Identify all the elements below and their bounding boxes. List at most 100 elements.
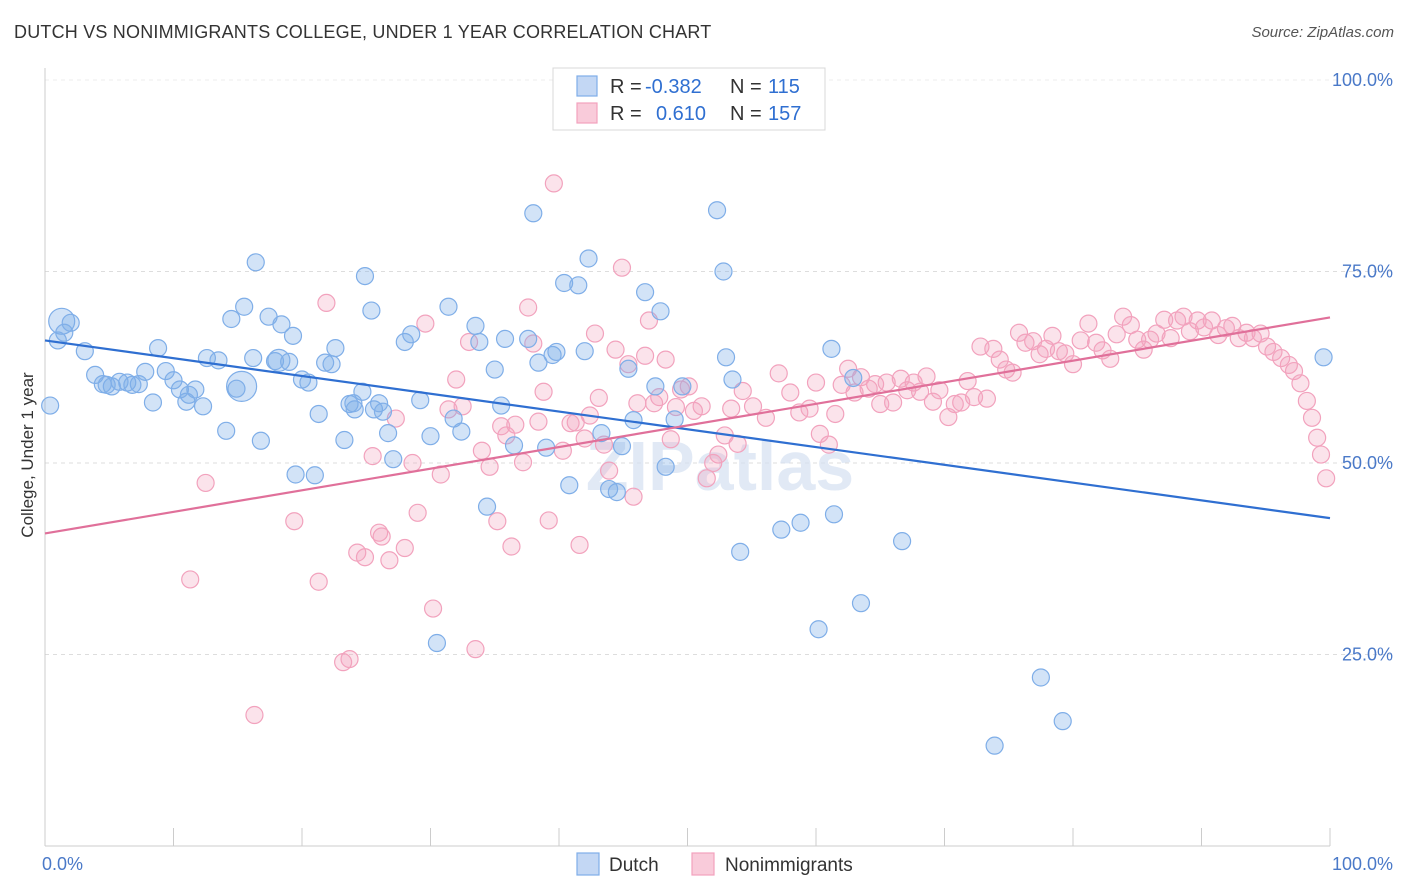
dutch-point: [61, 313, 80, 332]
dutch-point: [136, 362, 155, 381]
dutch-point: [519, 329, 538, 349]
dutch-point: [809, 620, 828, 639]
nonimmigrants-point: [930, 381, 949, 400]
dutch-point: [427, 633, 447, 653]
dutch-point: [579, 249, 598, 268]
nonimmigrants-point: [1188, 311, 1207, 330]
y-tick-label: 100.0%: [1332, 70, 1393, 90]
nonimmigrants-point: [859, 379, 878, 398]
dutch-point: [470, 332, 489, 352]
nonimmigrants-point: [459, 332, 479, 352]
nonimmigrants-point: [340, 649, 359, 669]
dutch-trend-line: [44, 339, 1331, 520]
legend-r-label: R =: [610, 103, 642, 125]
dutch-point: [272, 315, 291, 334]
nonimmigrants-point: [1071, 331, 1090, 350]
nonimmigrants-point: [1161, 329, 1180, 348]
nonimmigrants-point: [529, 412, 548, 431]
nonimmigrants-point: [619, 355, 638, 374]
nonimmigrants-point: [355, 548, 375, 567]
dutch-point: [280, 352, 299, 371]
dutch-point: [235, 297, 254, 316]
legend-swatch-nonimmigrants: [576, 102, 598, 124]
dutch-point: [656, 457, 675, 476]
nonimmigrants-point: [866, 375, 885, 394]
nonimmigrants-point: [722, 399, 741, 418]
dutch-point: [651, 302, 670, 321]
dutch-point: [222, 309, 241, 329]
y-tick-label: 25.0%: [1342, 645, 1393, 665]
dutch-point: [714, 262, 733, 281]
dutch-point: [179, 385, 199, 404]
dutch-point: [384, 450, 403, 469]
nonimmigrants-point: [661, 430, 680, 449]
nonimmigrants-point: [519, 298, 538, 317]
dutch-point: [345, 400, 364, 419]
nonimmigrants-point: [408, 503, 427, 522]
dutch-point: [731, 542, 750, 561]
dutch-point: [123, 375, 142, 394]
nonimmigrants-point: [781, 383, 800, 402]
dutch-point: [569, 276, 588, 295]
dutch-point: [326, 339, 345, 358]
nonimmigrants-point: [1308, 428, 1327, 447]
dutch-point: [635, 283, 655, 302]
dutch-point: [707, 201, 727, 220]
nonimmigrants-point: [570, 535, 589, 555]
nonimmigrants-point: [692, 397, 711, 416]
nonimmigrants-point: [181, 570, 200, 589]
dutch-point: [143, 393, 163, 412]
nonimmigrants-point: [492, 417, 511, 436]
dutch-point: [646, 377, 665, 396]
dutch-point: [402, 325, 421, 344]
nonimmigrants-point: [1016, 333, 1035, 352]
y-axis-label: College, Under 1 year: [18, 372, 37, 538]
nonimmigrants-point: [697, 469, 716, 488]
nonimmigrants-point: [612, 258, 632, 277]
dutch-point: [41, 396, 60, 415]
dutch-point: [355, 266, 375, 286]
nonimmigrants-point: [513, 453, 533, 472]
nonimmigrants-point: [488, 512, 507, 531]
dutch-point: [673, 377, 692, 396]
nonimmigrants-point: [1291, 374, 1310, 393]
dutch-point: [305, 466, 324, 485]
nonimmigrants-point: [606, 340, 625, 359]
dutch-point: [421, 427, 440, 446]
y-tick-label: 75.0%: [1342, 262, 1393, 282]
nonimmigrants-point: [945, 394, 964, 414]
dutch-point: [227, 379, 246, 398]
dutch-point: [985, 736, 1004, 755]
nonimmigrants-point: [883, 393, 903, 412]
nonimmigrants-point: [534, 382, 553, 401]
dutch-point: [772, 520, 791, 539]
nonimmigrants-point: [309, 572, 328, 591]
dutch-point: [555, 273, 574, 293]
nonimmigrants-point: [679, 377, 698, 396]
dutch-point: [97, 375, 116, 394]
dutch-point: [286, 465, 305, 484]
dutch-point: [822, 339, 841, 358]
nonimmigrants-point: [589, 388, 608, 407]
nonimmigrants-point: [380, 551, 399, 570]
dutch-point: [504, 436, 524, 455]
dutch-point: [607, 483, 626, 502]
nonimmigrants-point: [1147, 324, 1166, 343]
nonimmigrants-point: [196, 473, 215, 493]
nonimmigrants-point: [923, 392, 943, 411]
bottom-legend-nonimmigrants: Nonimmigrants: [725, 855, 853, 876]
nonimmigrants-point: [624, 487, 643, 506]
nonimmigrants-point: [1297, 391, 1316, 411]
legend-swatch-dutch: [576, 75, 598, 97]
nonimmigrants-point: [1043, 326, 1062, 345]
nonimmigrants-point: [447, 370, 466, 389]
dutch-point: [344, 394, 363, 413]
legend-n-label: N =: [730, 76, 762, 98]
dutch-point: [283, 326, 303, 345]
dutch-point: [791, 513, 810, 532]
dutch-point: [265, 352, 285, 371]
nonimmigrants-point: [1155, 310, 1174, 329]
bottom-legend-swatch-nonimmigrants: [691, 852, 715, 876]
nonimmigrants-point: [656, 350, 675, 369]
